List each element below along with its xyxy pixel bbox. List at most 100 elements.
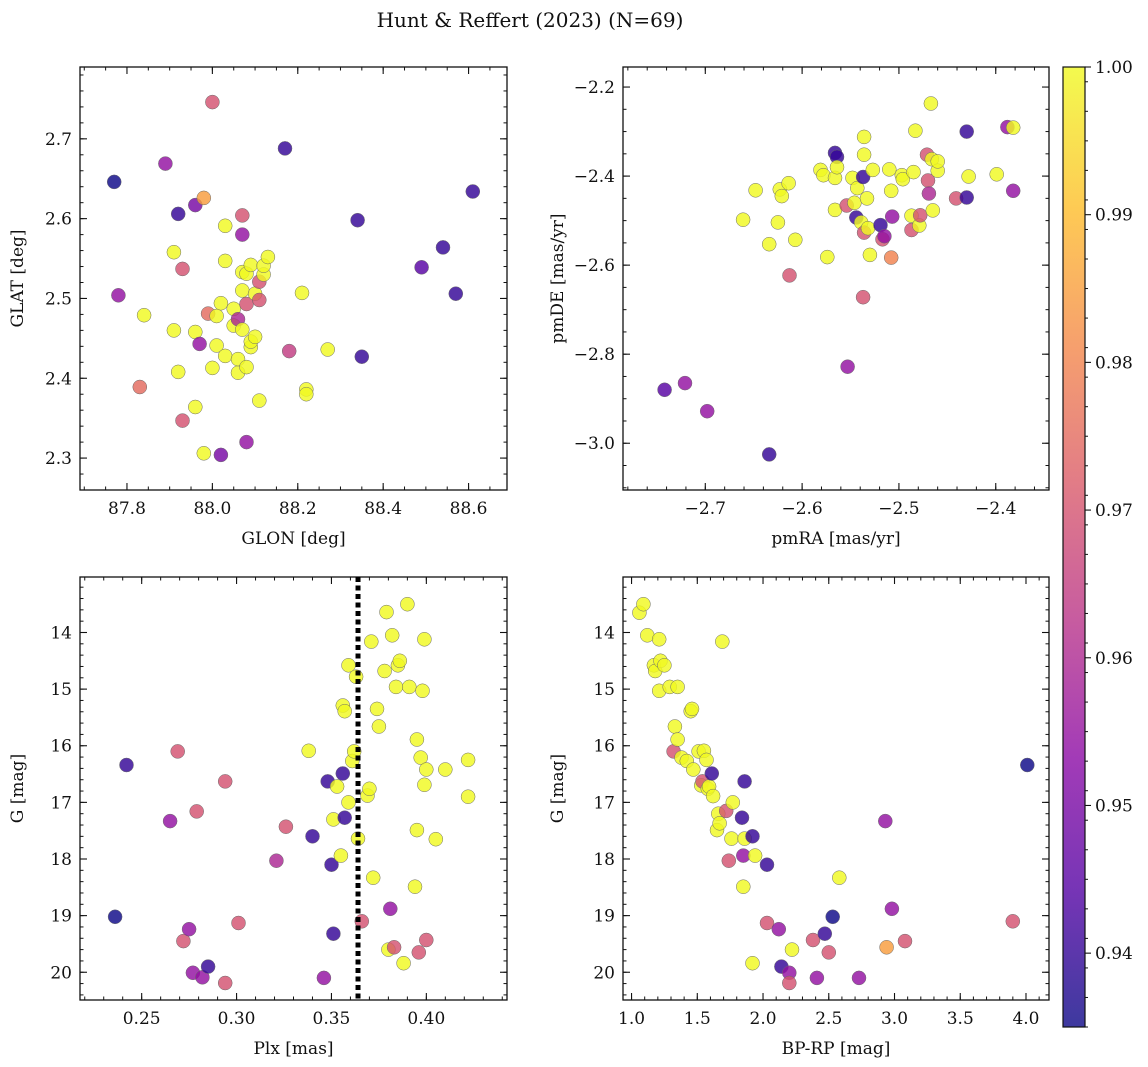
scatter-point — [825, 909, 840, 925]
scatter-point — [782, 975, 797, 991]
axes-frame — [79, 576, 508, 1001]
x-tick-label: 88.6 — [450, 499, 488, 519]
scatter-point — [235, 283, 250, 298]
scatter-point — [921, 186, 937, 201]
scatter-point — [856, 129, 872, 145]
scatter-point — [188, 399, 203, 415]
scatter-point — [428, 831, 444, 847]
x-tick-label: 87.8 — [108, 499, 146, 519]
scatter-point — [217, 975, 233, 991]
scatter-point — [721, 853, 737, 868]
scatter-point — [895, 171, 911, 187]
scatter-point — [235, 208, 250, 223]
scatter-point — [959, 190, 974, 205]
scatter-point — [231, 915, 246, 931]
scatter-point — [925, 203, 941, 218]
scatter-point — [181, 921, 197, 937]
scatter-point — [235, 322, 250, 337]
scatter-point — [670, 732, 685, 747]
x-axis-label: GLON [deg] — [241, 529, 345, 549]
colorbar-tick-label: 0.99 — [1095, 206, 1133, 226]
scatter-point — [158, 156, 173, 171]
scatter-point — [829, 159, 845, 175]
scatter-point — [781, 175, 796, 191]
scatter-point — [196, 446, 212, 461]
scatter-point — [217, 348, 233, 364]
scatter-point — [299, 386, 314, 402]
colorbar-tick-label: 0.94 — [1095, 944, 1133, 964]
x-tick-label: 2.5 — [815, 1009, 842, 1029]
scatter-point — [333, 848, 349, 863]
scatter-point — [855, 289, 871, 305]
scatter-point — [735, 212, 751, 227]
x-tick-label: 88.0 — [193, 499, 231, 519]
scatter-point — [878, 813, 893, 829]
scatter-point — [162, 813, 178, 829]
panel-plx-g: 0.25 0.30 0.35 0.40 14 15 16 17 18 19 20 Plx [mas] G… — [8, 576, 508, 1059]
scatter-point — [712, 816, 727, 831]
scatter-point — [725, 795, 741, 810]
y-axis-label: pmDE [mas/yr] — [548, 213, 568, 343]
scatter-point — [419, 932, 434, 948]
figure-title: Hunt & Reffert (2023) (N=69) — [377, 8, 684, 32]
scatter-point — [205, 94, 220, 110]
scatter-point — [365, 870, 381, 885]
x-tick-label: 88.4 — [364, 499, 402, 519]
y-axis-label: G [mag] — [548, 754, 568, 823]
scatter-point — [414, 260, 429, 275]
scatter-point — [851, 970, 867, 986]
scatter-point — [175, 261, 190, 277]
scatter-point — [337, 703, 352, 719]
colorbar-gradient — [1063, 67, 1085, 1027]
colorbar-tick-label: 0.96 — [1095, 649, 1133, 669]
scatter-point — [239, 434, 254, 450]
scatter-point — [400, 596, 415, 612]
scatter-point — [320, 342, 335, 357]
scatter-points — [657, 96, 1021, 462]
scatter-point — [897, 933, 913, 949]
scatter-point — [402, 679, 417, 695]
scatter-point — [734, 810, 750, 825]
scatter-point — [175, 413, 190, 428]
y-tick-label: −2.6 — [574, 256, 615, 276]
y-tick-label: 16 — [593, 737, 615, 757]
scatter-point — [329, 779, 345, 794]
scatter-point — [865, 162, 881, 178]
scatter-point — [252, 292, 267, 308]
x-tick-label: 0.30 — [218, 1009, 256, 1029]
scatter-point — [847, 195, 862, 211]
axes-frame — [79, 66, 508, 491]
scatter-point — [882, 162, 897, 177]
scatter-point — [247, 329, 263, 345]
y-axis-label: GLAT [deg] — [8, 229, 28, 327]
scatter-point — [923, 96, 939, 111]
y-tick-label: 15 — [593, 680, 615, 700]
scatter-point — [364, 634, 379, 649]
scatter-point — [166, 323, 182, 338]
scatter-point — [435, 240, 451, 255]
scatter-point — [379, 604, 394, 620]
scatter-point — [396, 955, 411, 971]
scatter-point — [912, 208, 928, 223]
scatter-point — [460, 789, 476, 804]
y-tick-label: −2.4 — [574, 167, 615, 187]
scatter-point — [856, 147, 872, 162]
scatter-point — [170, 364, 186, 380]
scatter-point — [235, 227, 250, 242]
scatter-point — [205, 360, 220, 376]
scatter-point — [196, 190, 212, 206]
scatter-point — [213, 295, 229, 311]
y-tick-label: −3.0 — [574, 434, 615, 454]
scatter-point — [1020, 757, 1035, 773]
scatter-point — [170, 206, 186, 222]
scatter-point — [209, 308, 224, 324]
scatter-point — [820, 249, 835, 265]
scatter-point — [388, 679, 404, 695]
scatter-point — [989, 167, 1004, 182]
y-tick-label: 14 — [50, 623, 72, 643]
scatter-points — [632, 596, 1035, 991]
panel-bprp-g: 1.0 1.5 2.0 2.5 3.0 3.5 4.0 14 15 16 17 18 19 20 BP-RP… — [548, 576, 1050, 1059]
scatter-point — [136, 307, 152, 323]
y-tick-label: −2.2 — [574, 78, 615, 98]
scatter-point — [419, 762, 434, 777]
